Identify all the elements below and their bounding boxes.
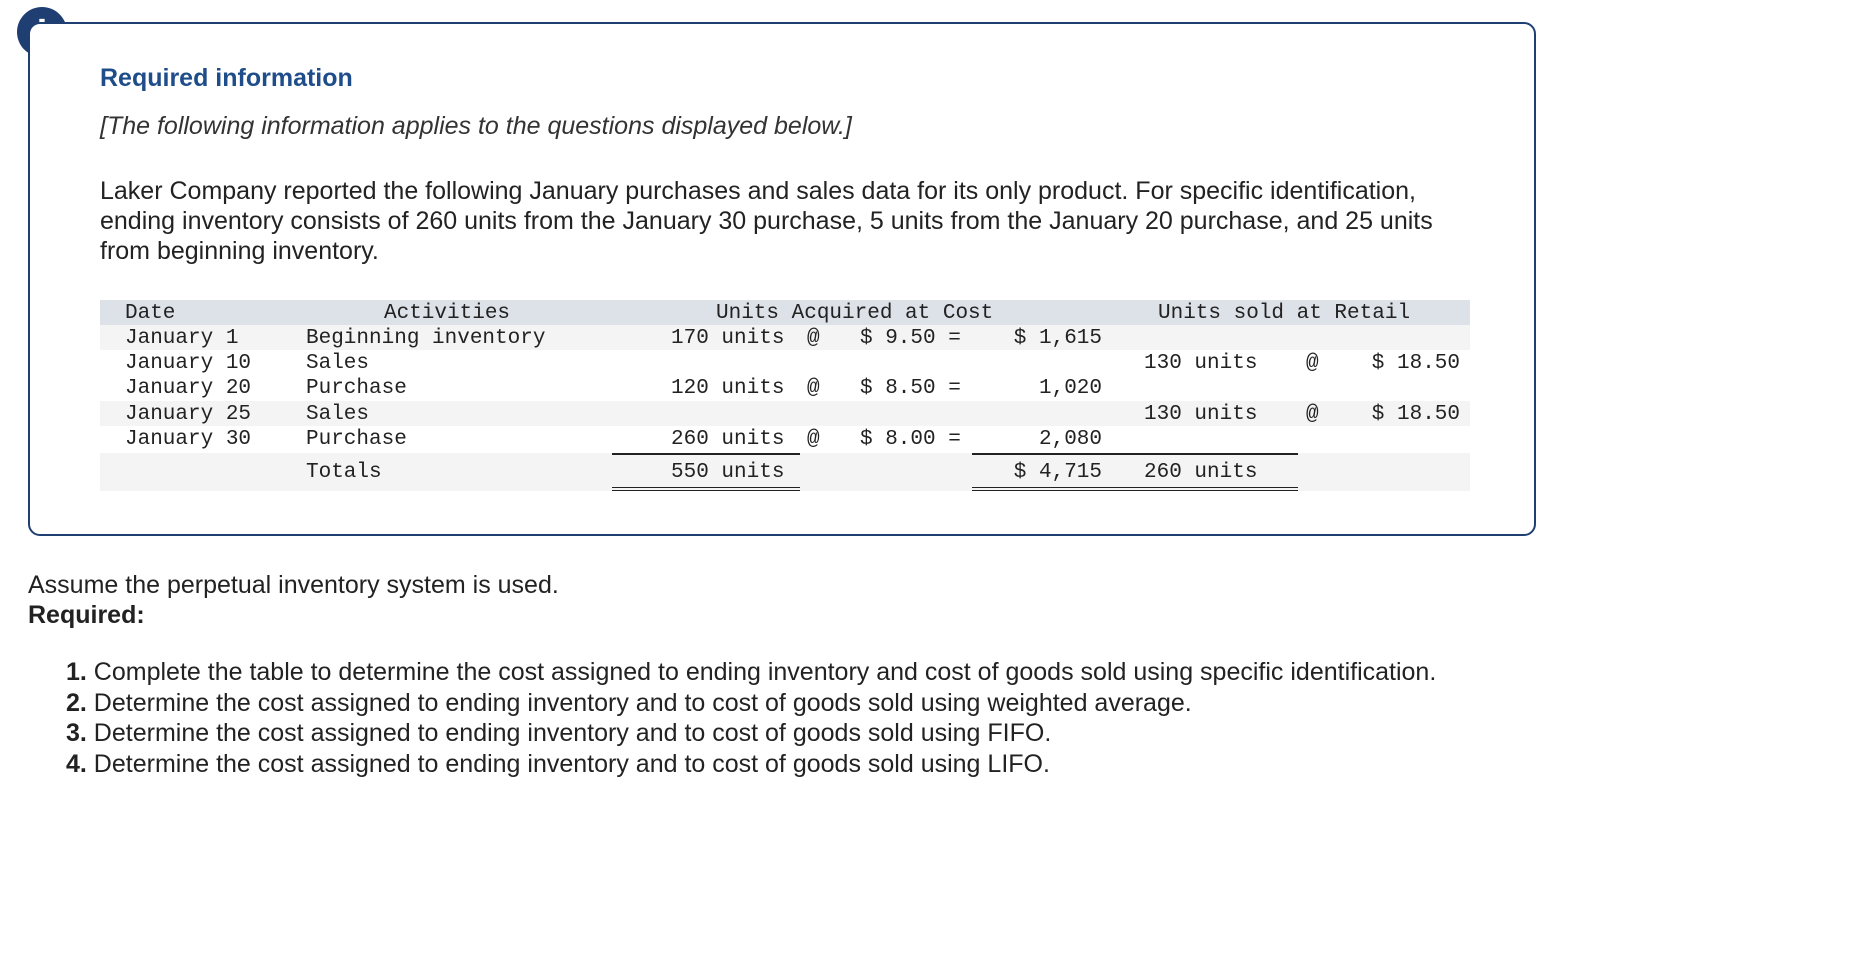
row-sold-at: @ [1306,352,1319,375]
row-acquired-at: @ [807,428,820,451]
table-header-band [100,300,1470,325]
header-units-sold: Units sold at Retail [1158,302,1411,325]
row-date: January 20 [125,377,252,400]
inventory-table: Date Activities Units Acquired at Cost U… [100,300,1470,492]
task-item: 1. Complete the table to determine the c… [66,657,1436,688]
task-text: Determine the cost assigned to ending in… [86,688,1192,717]
task-text: Determine the cost assigned to ending in… [86,719,1052,747]
table-row-band [100,325,1470,350]
required-tasks-list: 1. Complete the table to determine the c… [66,657,1436,779]
row-sold-at: @ [1306,403,1319,426]
row-acquired-at: @ [807,377,820,400]
totals-sold-units: 260 units [1144,461,1258,484]
row-sold-units: 130 units [1144,403,1258,426]
table-row-band [100,401,1470,426]
row-date: January 25 [125,403,252,426]
total-double-rule [972,490,1298,491]
total-double-rule [972,487,1298,488]
row-acquired-units: 260 units [671,428,785,451]
task-text: Determine the cost assigned to ending in… [86,749,1050,778]
row-acquired-price: $ 8.50 = [860,377,961,400]
row-date: January 1 [125,327,239,350]
header-date: Date [125,302,176,325]
row-acquired-price: $ 9.50 = [860,327,961,350]
task-number: 1. [66,658,87,686]
totals-label: Totals [306,461,382,484]
task-number: 4. [66,749,87,778]
required-information-title: Required information [100,64,353,92]
row-acquired-total: 2,080 [1038,428,1102,451]
task-item: 3. Determine the cost assigned to ending… [66,718,1436,749]
row-activity: Purchase [306,377,407,400]
totals-acquired-units: 550 units [671,461,785,484]
info-note: [The following information applies to th… [100,112,852,140]
row-activity: Beginning inventory [306,327,546,350]
task-text: Complete the table to determine the cost… [86,658,1437,686]
assumption-text: Assume the perpetual inventory system is… [28,571,559,599]
row-activity: Purchase [306,428,407,451]
task-number: 2. [66,688,87,717]
task-item: 4. Determine the cost assigned to ending… [66,749,1436,780]
row-activity: Sales [306,403,370,426]
row-date: January 30 [125,428,252,451]
row-activity: Sales [306,352,370,375]
row-acquired-at: @ [807,327,820,350]
row-sold-price: $ 18.50 [1371,352,1460,375]
row-sold-units: 130 units [1144,352,1258,375]
header-activities: Activities [384,302,511,325]
required-label: Required: [28,601,145,629]
intro-paragraph: Laker Company reported the following Jan… [100,177,1433,265]
total-double-rule [612,490,800,491]
row-sold-price: $ 18.50 [1371,403,1460,426]
row-acquired-total: $ 1,615 [1013,327,1102,350]
header-units-acquired: Units Acquired at Cost [716,302,994,325]
row-date: January 10 [125,352,252,375]
subtotal-rule [612,453,800,455]
subtotal-rule [972,453,1298,455]
table-totals-band [100,453,1470,491]
row-acquired-total: 1,020 [1038,377,1102,400]
task-item: 2. Determine the cost assigned to ending… [66,688,1436,719]
required-information-box [28,22,1536,536]
totals-acquired-cost: $ 4,715 [1013,461,1102,484]
total-double-rule [612,487,800,488]
row-acquired-units: 120 units [671,377,785,400]
row-acquired-price: $ 8.00 = [860,428,961,451]
task-number: 3. [66,719,87,747]
row-acquired-units: 170 units [671,327,785,350]
